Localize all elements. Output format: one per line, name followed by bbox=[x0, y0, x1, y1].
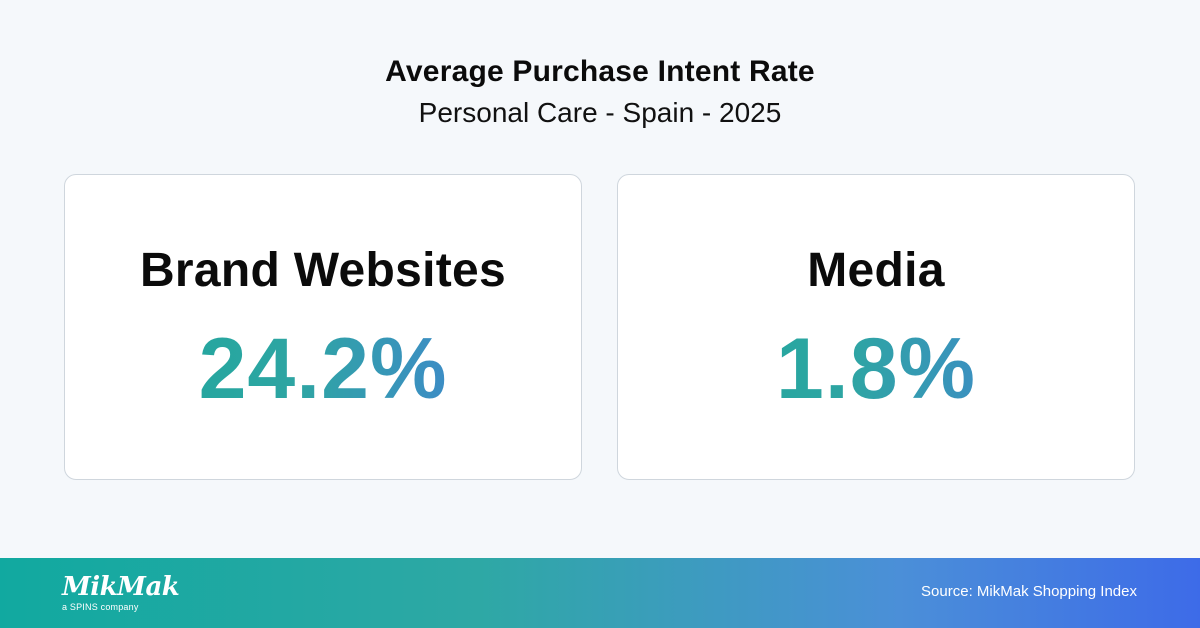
page-subtitle: Personal Care - Spain - 2025 bbox=[418, 97, 782, 128]
stat-card-value: 1.8% bbox=[618, 319, 1134, 419]
footer-bar: MikMak a SPINS company Source: MikMak Sh… bbox=[0, 558, 1200, 628]
mikmak-logo: MikMak a SPINS company bbox=[62, 572, 180, 613]
stat-card-label: Media bbox=[807, 244, 945, 297]
stat-card-value: 24.2% bbox=[65, 319, 581, 419]
header: Average Purchase Intent Rate Personal Ca… bbox=[0, 52, 1200, 132]
logo-tagline: a SPINS company bbox=[62, 602, 139, 612]
stat-card-media: Media 1.8% bbox=[617, 174, 1135, 480]
stat-card-label: Brand Websites bbox=[139, 244, 507, 297]
page-title: Average Purchase Intent Rate bbox=[385, 55, 815, 88]
source-note: Source: MikMak Shopping Index bbox=[921, 583, 1137, 600]
logo-wordmark: MikMak bbox=[62, 572, 180, 602]
stat-card-brand-websites: Brand Websites 24.2% bbox=[64, 174, 582, 480]
